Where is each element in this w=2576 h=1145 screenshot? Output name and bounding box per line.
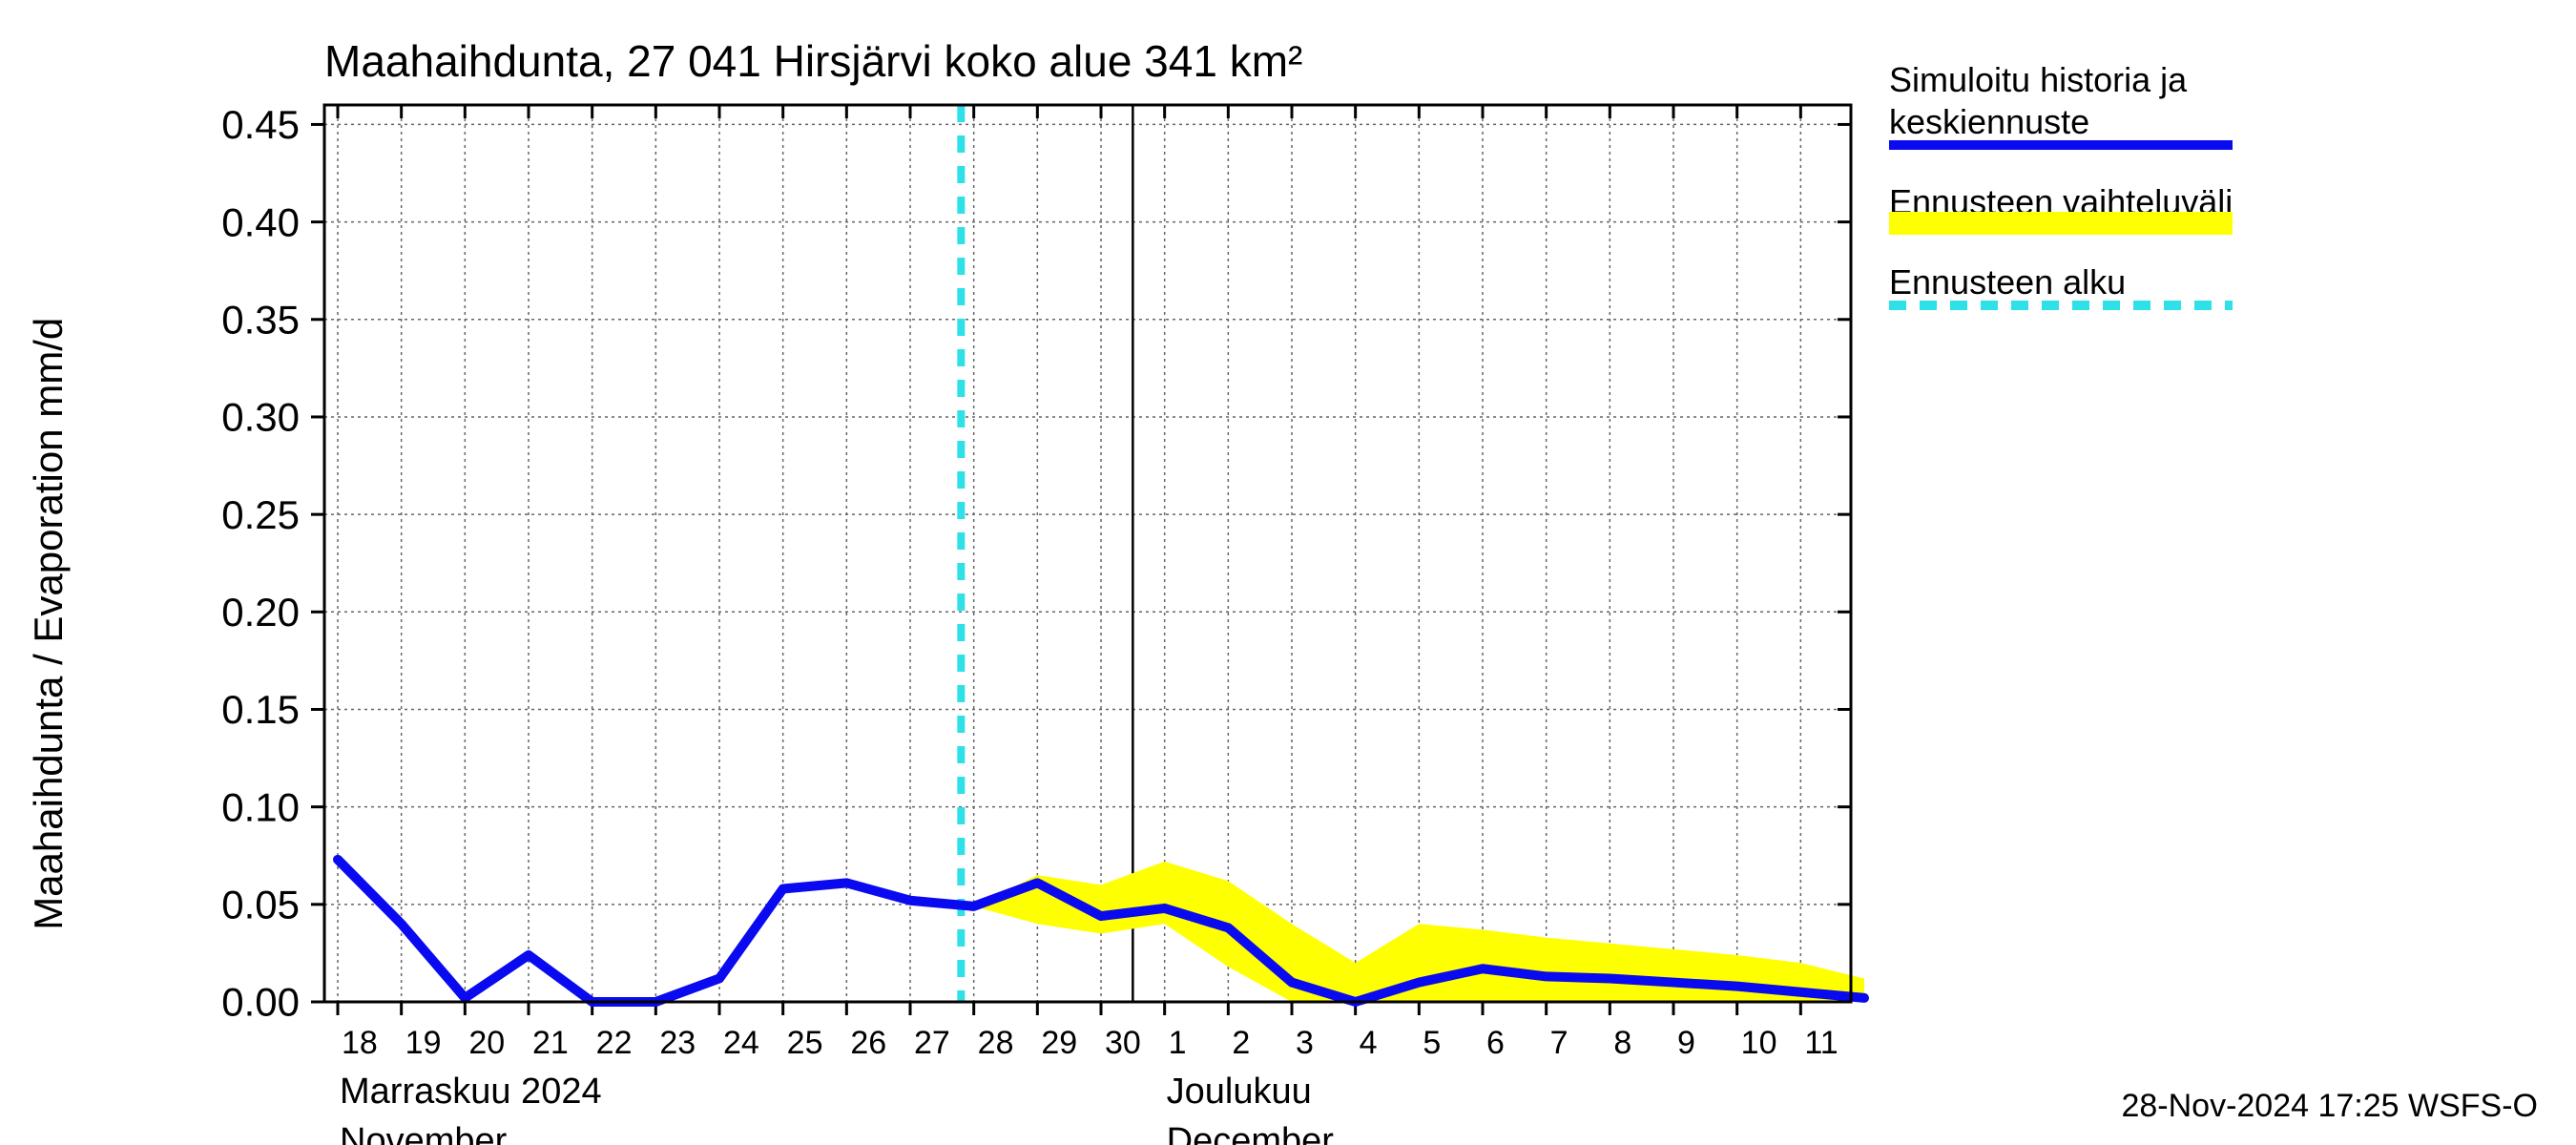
- x-tick-label: 8: [1613, 1025, 1631, 1061]
- x-tick-label: 6: [1486, 1025, 1505, 1061]
- x-tick-label: 30: [1105, 1025, 1141, 1061]
- x-tick-label: 23: [659, 1025, 696, 1061]
- x-tick-label: 3: [1296, 1025, 1314, 1061]
- chart-container: Maahaihdunta, 27 041 Hirsjärvi koko alue…: [0, 0, 2576, 1145]
- y-axis-label: Maahaihdunta / Evaporation mm/d: [26, 318, 71, 930]
- x-tick-label: 27: [914, 1025, 950, 1061]
- x-tick-label: 29: [1041, 1025, 1077, 1061]
- x-tick-label: 21: [532, 1025, 569, 1061]
- x-tick-label: 7: [1550, 1025, 1568, 1061]
- x-tick-label: 19: [405, 1025, 442, 1061]
- month-label: December: [1167, 1121, 1335, 1145]
- x-tick-label: 25: [787, 1025, 823, 1061]
- y-tick-label: 0.10: [221, 784, 300, 829]
- y-tick-label: 0.15: [221, 687, 300, 732]
- y-tick-label: 0.20: [221, 590, 300, 635]
- y-tick-label: 0.35: [221, 297, 300, 342]
- x-tick-label: 20: [468, 1025, 505, 1061]
- x-tick-label: 24: [723, 1025, 759, 1061]
- x-tick-label: 28: [978, 1025, 1014, 1061]
- x-tick-label: 18: [342, 1025, 378, 1061]
- x-tick-label: 4: [1360, 1025, 1378, 1061]
- y-tick-label: 0.25: [221, 492, 300, 537]
- y-tick-label: 0.00: [221, 980, 300, 1025]
- month-label: Joulukuu: [1167, 1072, 1312, 1112]
- legend-label: keskiennuste: [1889, 102, 2089, 141]
- chart-svg: Maahaihdunta, 27 041 Hirsjärvi koko alue…: [0, 0, 2576, 1145]
- legend-label: Simuloitu historia ja: [1889, 60, 2188, 99]
- month-label: Marraskuu 2024: [340, 1072, 602, 1112]
- chart-title: Maahaihdunta, 27 041 Hirsjärvi koko alue…: [324, 36, 1302, 86]
- x-tick-label: 22: [596, 1025, 633, 1061]
- x-tick-label: 11: [1804, 1025, 1838, 1061]
- y-tick-label: 0.05: [221, 883, 300, 927]
- legend-label: Ennusteen alku: [1889, 262, 2126, 302]
- legend-swatch-band: [1889, 212, 2233, 235]
- y-tick-label: 0.45: [221, 102, 300, 147]
- x-tick-label: 26: [850, 1025, 886, 1061]
- y-tick-label: 0.30: [221, 395, 300, 440]
- x-tick-label: 1: [1169, 1025, 1187, 1061]
- month-label: November: [340, 1121, 508, 1145]
- timestamp-label: 28-Nov-2024 17:25 WSFS-O: [2121, 1088, 2538, 1124]
- x-tick-label: 2: [1232, 1025, 1250, 1061]
- x-tick-label: 5: [1423, 1025, 1441, 1061]
- y-tick-label: 0.40: [221, 199, 300, 244]
- x-tick-label: 10: [1741, 1025, 1777, 1061]
- x-tick-label: 9: [1677, 1025, 1695, 1061]
